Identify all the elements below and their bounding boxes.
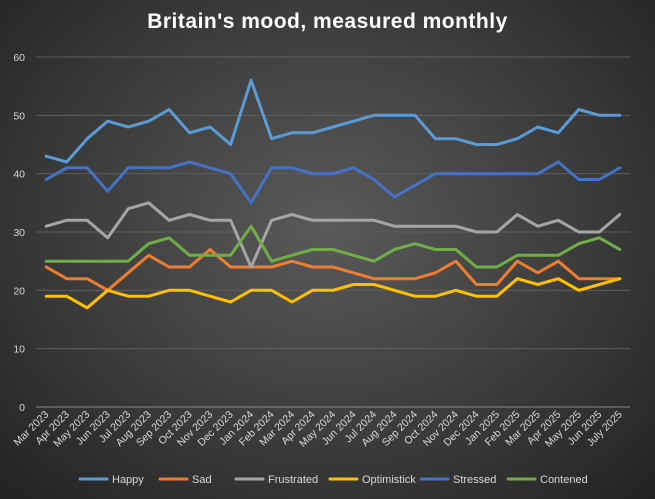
y-tick-label: 50 bbox=[13, 110, 25, 122]
series-line-optimistick bbox=[44, 277, 622, 310]
legend-label-frustrated: Frustrated bbox=[268, 474, 318, 486]
series-line-happy bbox=[44, 78, 622, 164]
legend-label-optimistick: Optimistick bbox=[362, 474, 416, 486]
chart-title: Britain's mood, measured monthly bbox=[147, 10, 508, 33]
y-tick-label: 10 bbox=[13, 344, 25, 356]
legend: Happy Sad Frustrated Optimistick Stressed Con… bbox=[78, 474, 588, 486]
series-line-sad bbox=[44, 248, 622, 292]
y-tick-label: 60 bbox=[13, 52, 25, 64]
legend-label-sad: Sad bbox=[192, 474, 212, 486]
series-line-frustrated bbox=[44, 201, 622, 269]
series-line-contened bbox=[44, 224, 622, 269]
y-tick-label: 0 bbox=[19, 402, 25, 414]
legend-label-stressed: Stressed bbox=[453, 474, 496, 486]
y-tick-label: 40 bbox=[13, 169, 25, 181]
legend-label-contened: Contened bbox=[540, 474, 588, 486]
y-tick-label: 20 bbox=[13, 285, 25, 297]
series-line-stressed bbox=[44, 160, 622, 205]
legend-label-happy: Happy bbox=[112, 474, 144, 486]
y-axis: 0 10 20 30 40 50 60 bbox=[13, 52, 25, 414]
gridlines bbox=[36, 56, 630, 408]
y-tick-label: 30 bbox=[13, 227, 25, 239]
series-lines bbox=[44, 78, 622, 310]
